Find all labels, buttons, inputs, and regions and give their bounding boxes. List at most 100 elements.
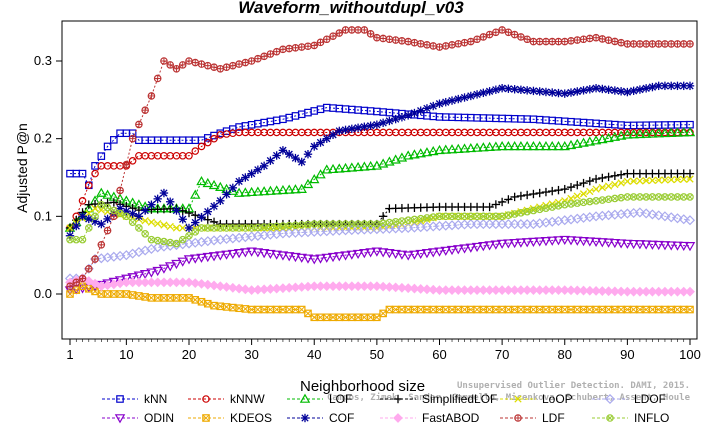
data-point — [673, 175, 682, 184]
data-point — [598, 84, 607, 94]
data-point — [191, 228, 200, 236]
data-point — [259, 161, 269, 171]
data-point — [359, 161, 370, 171]
data-point — [97, 241, 106, 249]
data-point — [448, 41, 456, 49]
data-point — [616, 87, 626, 96]
data-point — [517, 33, 525, 41]
data-point — [310, 41, 319, 50]
data-point — [216, 64, 225, 73]
data-point — [128, 134, 137, 143]
data-point — [285, 44, 293, 53]
data-point — [567, 37, 575, 45]
data-point — [673, 81, 682, 91]
data-point — [258, 249, 270, 259]
data-point — [260, 52, 268, 61]
data-point — [285, 305, 293, 314]
data-point — [171, 259, 182, 270]
data-point — [297, 110, 306, 119]
data-point — [309, 174, 320, 184]
data-point — [566, 182, 576, 192]
data-point — [184, 223, 194, 233]
data-point — [128, 218, 137, 226]
data-point — [359, 249, 370, 259]
data-point — [291, 43, 300, 52]
x-tick-label: 40 — [307, 347, 321, 362]
data-point — [316, 105, 325, 114]
data-point — [517, 209, 525, 217]
data-point — [172, 206, 181, 215]
data-point — [334, 252, 345, 262]
data-point — [415, 249, 426, 260]
data-point — [402, 251, 414, 261]
data-point — [566, 285, 576, 296]
data-point — [310, 142, 319, 151]
data-point — [559, 141, 570, 151]
data-point — [172, 239, 181, 248]
data-point — [529, 305, 538, 314]
data-point — [467, 37, 475, 46]
data-point — [215, 281, 226, 292]
data-point — [485, 212, 494, 221]
data-point — [371, 247, 383, 257]
data-point — [454, 39, 463, 48]
data-point — [147, 92, 156, 100]
data-point — [352, 161, 364, 172]
data-point — [529, 204, 538, 213]
data-point — [191, 58, 200, 67]
data-point — [139, 270, 151, 280]
data-point — [122, 160, 131, 169]
data-point — [459, 143, 470, 153]
data-point — [429, 213, 438, 221]
data-point — [428, 284, 439, 295]
data-point — [466, 91, 476, 101]
data-point — [497, 197, 507, 207]
data-point — [686, 305, 694, 314]
data-point — [235, 60, 243, 68]
data-point — [341, 26, 350, 34]
data-point — [622, 129, 633, 139]
data-point — [548, 37, 557, 46]
data-point — [534, 141, 545, 151]
data-point — [196, 278, 207, 289]
data-point — [441, 42, 450, 50]
data-point — [202, 252, 214, 263]
data-point — [560, 89, 569, 98]
data-point — [415, 148, 426, 158]
data-point — [647, 240, 658, 250]
data-point — [573, 305, 582, 314]
data-point — [384, 249, 395, 259]
data-point — [509, 238, 520, 249]
data-point — [196, 253, 207, 263]
data-point — [221, 282, 232, 292]
data-point — [548, 186, 557, 196]
data-point — [185, 231, 193, 240]
data-point — [234, 283, 244, 294]
data-point — [540, 236, 552, 247]
data-point — [254, 305, 262, 314]
data-point — [153, 194, 162, 204]
data-point — [166, 197, 175, 206]
data-point — [302, 178, 314, 189]
data-point — [465, 243, 477, 253]
data-point — [504, 195, 513, 204]
data-point — [509, 141, 520, 151]
data-point — [215, 251, 226, 261]
data-point — [665, 127, 677, 137]
data-point — [179, 224, 187, 232]
data-point — [296, 183, 307, 193]
data-point — [178, 235, 187, 244]
data-point — [490, 141, 502, 151]
data-point — [585, 305, 594, 314]
data-point — [153, 294, 162, 302]
data-point — [265, 185, 276, 195]
data-point — [378, 281, 389, 292]
data-point — [216, 196, 225, 205]
data-point — [91, 169, 99, 178]
data-point — [642, 305, 650, 314]
data-point — [417, 217, 425, 225]
data-point — [609, 131, 621, 141]
data-point — [579, 198, 588, 207]
data-point — [629, 40, 638, 48]
data-point — [215, 181, 226, 192]
